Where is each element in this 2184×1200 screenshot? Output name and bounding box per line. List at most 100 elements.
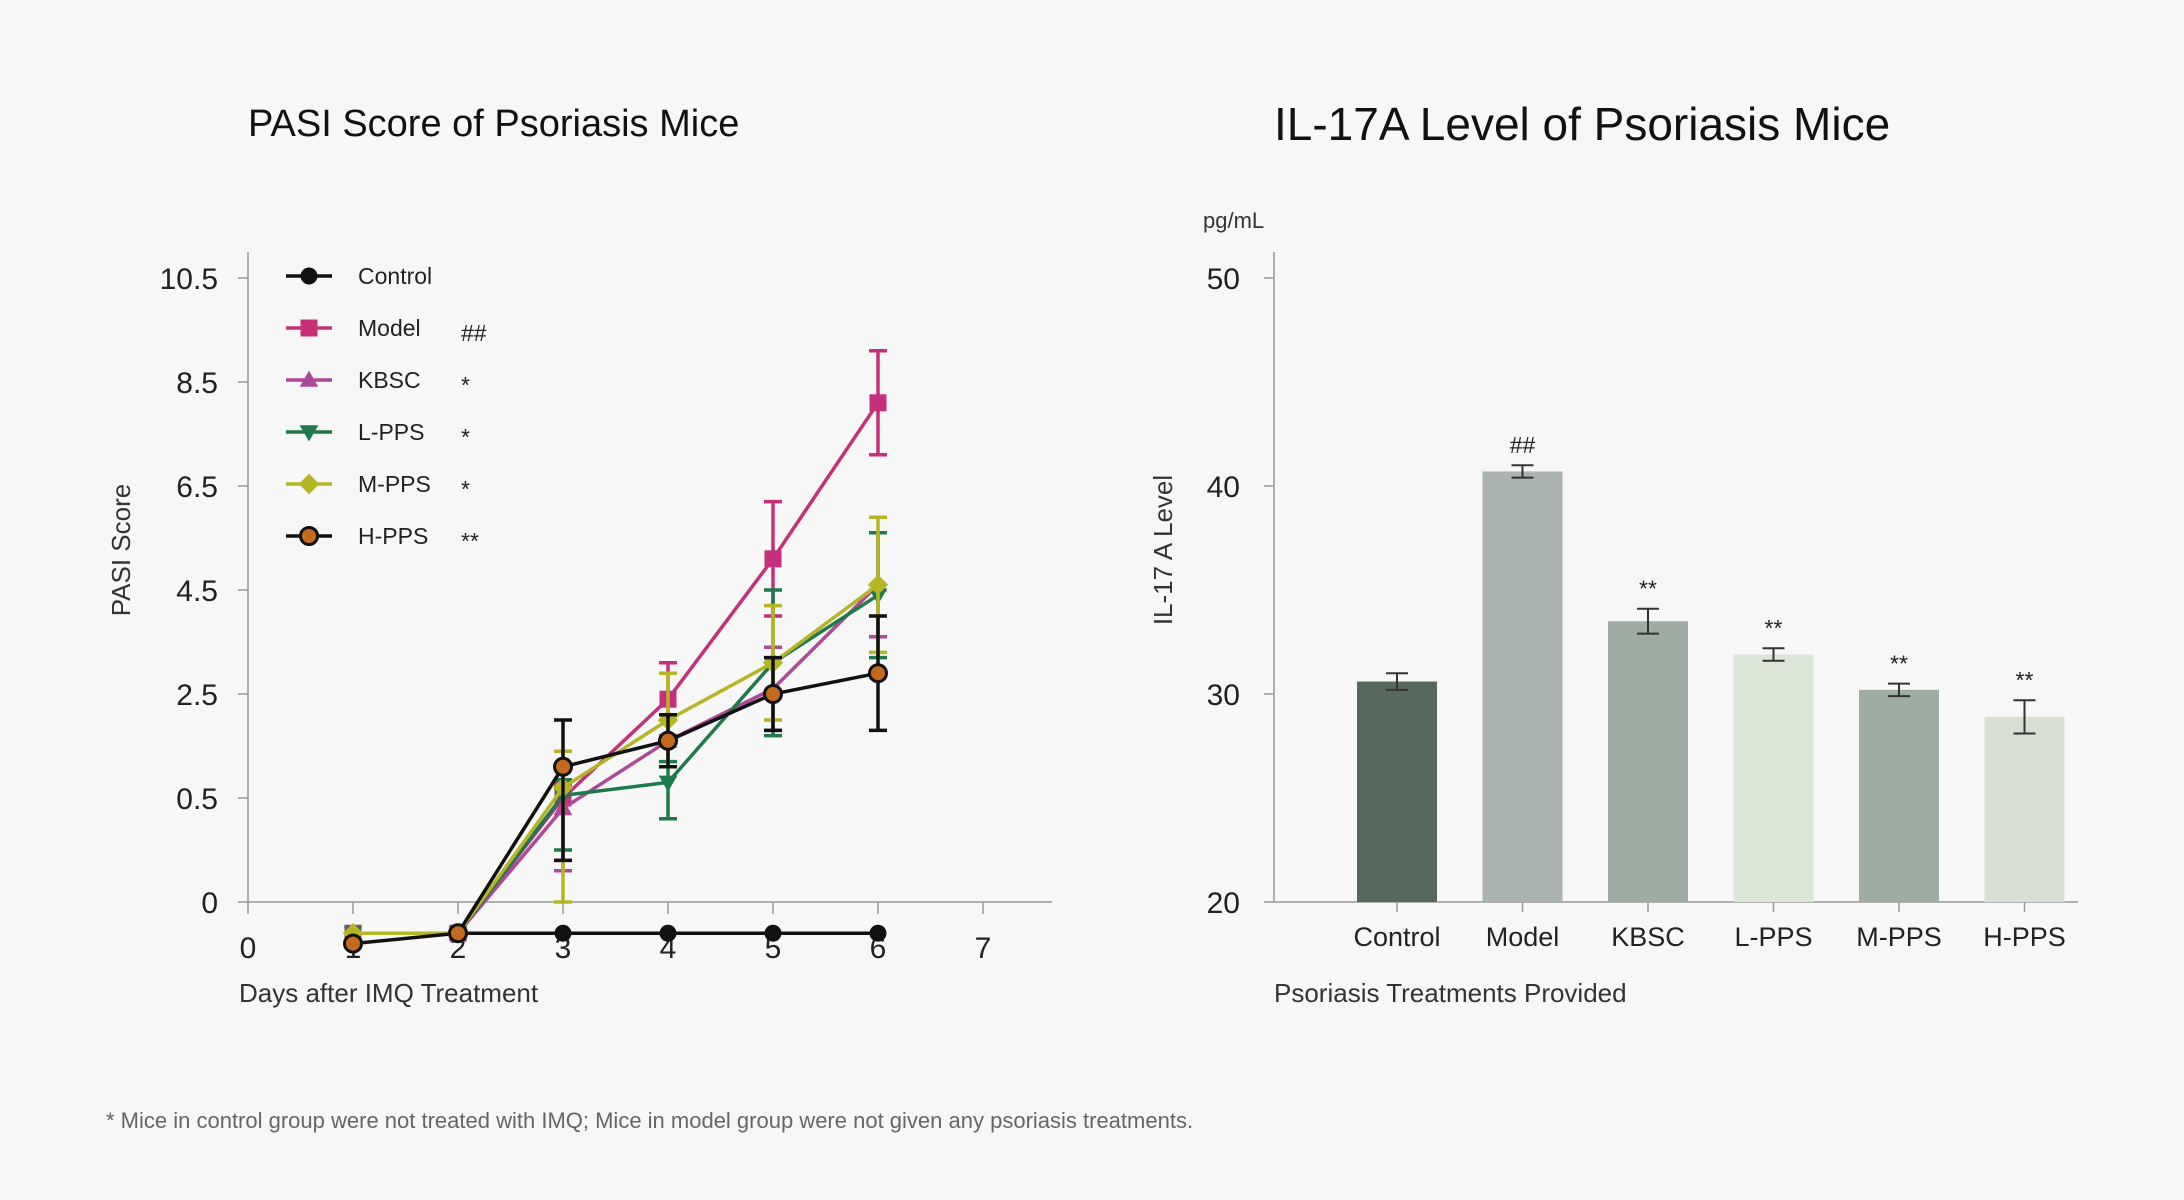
- error-bar-kbsc: [1637, 607, 1659, 635]
- bar-control: [1357, 681, 1437, 902]
- pasi-x-tick-label: 7: [975, 932, 992, 965]
- error-bar-h-pps: [2013, 699, 2036, 735]
- pasi-y-axis-label: PASI Score: [106, 484, 136, 616]
- legend-label: Control: [358, 263, 432, 289]
- data-point-h-pps: [763, 684, 783, 704]
- il17a-y-axis-label: IL-17 A Level: [1148, 475, 1178, 625]
- legend-significance: **: [461, 528, 479, 554]
- bar-group-m-pps: ** M-PPS: [1856, 651, 1942, 952]
- category-label: Model: [1486, 922, 1560, 952]
- pasi-y-tick-label: 6.5: [176, 471, 218, 504]
- legend-label: M-PPS: [358, 471, 431, 497]
- legend-significance: ##: [461, 320, 487, 346]
- category-label: Control: [1353, 922, 1440, 952]
- series-line-model: [353, 401, 880, 935]
- error-bar-m-pps: [1888, 682, 1910, 698]
- legend-marker-l-pps: [299, 425, 319, 442]
- category-label: H-PPS: [1983, 922, 2066, 952]
- legend-marker-h-pps: [299, 526, 319, 546]
- legend-item-h-pps: H-PPS **: [286, 523, 479, 554]
- series-h-pps: [343, 614, 888, 954]
- error-bar-control: [1386, 672, 1408, 691]
- pasi-y-tick-label: 0: [201, 887, 218, 920]
- bar-group-kbsc: ** KBSC: [1608, 576, 1688, 952]
- category-label: M-PPS: [1856, 922, 1942, 952]
- data-point-m-pps: [342, 923, 364, 944]
- category-label: L-PPS: [1734, 922, 1812, 952]
- data-point-m-pps: [867, 574, 889, 595]
- data-point-control: [554, 924, 572, 942]
- significance-marker: **: [2016, 667, 2034, 693]
- legend-significance: *: [461, 372, 470, 398]
- data-point-h-pps: [553, 756, 573, 777]
- legend-item-l-pps: L-PPS *: [286, 419, 470, 450]
- bar-h-pps: [1984, 716, 2065, 902]
- pasi-x-tick-label: 0: [240, 932, 257, 965]
- error-bar-h-pps: [554, 718, 572, 863]
- il17a-y-tick-label: 40: [1207, 471, 1240, 504]
- data-point-h-pps: [868, 663, 888, 684]
- data-point-h-pps: [658, 730, 678, 751]
- data-point-h-pps: [448, 923, 468, 944]
- pasi-y-tick-label: 10.5: [160, 263, 218, 296]
- data-point-control: [764, 924, 782, 942]
- bar-group-l-pps: ** L-PPS: [1733, 615, 1814, 952]
- pasi-y-tick-label: 4.5: [176, 575, 218, 608]
- il17a-bar-chart: IL-17A Level of Psoriasis Mice pg/mL IL-…: [1148, 98, 2078, 1008]
- bar-group-model: ## Model: [1482, 432, 1563, 952]
- legend-marker-control: [300, 267, 318, 285]
- legend-item-model: Model ##: [286, 315, 487, 346]
- series-line-l-pps: [353, 593, 879, 935]
- series-kbsc: [343, 531, 888, 940]
- series-line-kbsc: [353, 583, 880, 935]
- bar-kbsc: [1608, 621, 1688, 902]
- category-label: KBSC: [1611, 922, 1685, 952]
- legend-item-m-pps: M-PPS *: [286, 471, 470, 502]
- significance-marker: **: [1639, 576, 1657, 602]
- data-point-model: [869, 394, 887, 412]
- series-line-h-pps: [352, 671, 879, 946]
- data-point-control: [869, 924, 887, 942]
- error-bar-model: [1511, 464, 1534, 479]
- series-l-pps: [343, 531, 888, 943]
- significance-marker: **: [1890, 651, 1908, 677]
- legend-significance: *: [461, 424, 470, 450]
- data-point-h-pps: [343, 933, 363, 954]
- legend-label: L-PPS: [358, 419, 424, 445]
- bar-m-pps: [1859, 689, 1939, 902]
- il17a-chart-title: IL-17A Level of Psoriasis Mice: [1274, 98, 1890, 150]
- significance-marker: **: [1765, 615, 1783, 641]
- series-model: [344, 349, 887, 942]
- series-m-pps: [342, 515, 889, 944]
- bar-group-h-pps: ** H-PPS: [1983, 667, 2066, 952]
- il17a-x-axis-label: Psoriasis Treatments Provided: [1274, 978, 1627, 1008]
- series-line-m-pps: [353, 583, 880, 935]
- legend-item-kbsc: KBSC *: [286, 367, 470, 398]
- legend-marker-kbsc: [299, 370, 319, 387]
- il17a-y-tick-label: 20: [1207, 887, 1240, 920]
- bar-group-control: Control: [1353, 672, 1441, 952]
- pasi-line-chart: PASI Score of Psoriasis Mice PASI Score …: [106, 103, 1052, 1008]
- legend-label: H-PPS: [358, 523, 428, 549]
- bar-l-pps: [1733, 654, 1814, 902]
- pasi-y-tick-label: 2.5: [176, 679, 218, 712]
- pasi-y-tick-label: 8.5: [176, 367, 218, 400]
- il17a-y-tick-label: 50: [1207, 263, 1240, 296]
- pasi-y-tick-label: 0.5: [176, 783, 218, 816]
- pasi-chart-title: PASI Score of Psoriasis Mice: [248, 103, 739, 145]
- pasi-x-axis-label: Days after IMQ Treatment: [239, 978, 539, 1008]
- legend-significance: *: [461, 476, 470, 502]
- bar-model: [1482, 471, 1563, 902]
- il17a-unit-label: pg/mL: [1203, 208, 1264, 233]
- footnote: * Mice in control group were not treated…: [106, 1108, 1194, 1133]
- data-point-l-pps: [658, 775, 678, 792]
- data-point-model: [764, 550, 782, 568]
- legend-label: KBSC: [358, 367, 421, 393]
- il17a-y-tick-label: 30: [1207, 679, 1240, 712]
- legend-marker-model: [300, 319, 318, 337]
- error-bar-l-pps: [1762, 647, 1785, 662]
- legend-marker-m-pps: [298, 473, 320, 495]
- data-point-control: [659, 924, 677, 942]
- legend-label: Model: [358, 315, 421, 341]
